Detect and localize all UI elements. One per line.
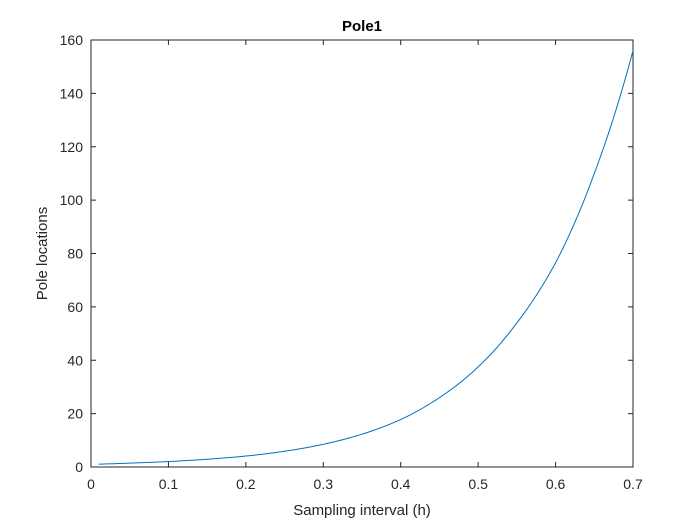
series-line: [98, 50, 634, 465]
y-tick-label: 100: [60, 192, 84, 208]
chart-title: Pole1: [342, 18, 382, 35]
x-tick-label: 0.1: [159, 476, 179, 492]
y-tick-label: 40: [67, 352, 83, 368]
x-tick-label: 0.6: [546, 476, 566, 492]
tick-labels: 0 0.1 0.2 0.3 0.4 0.5 0.6 0.7 0 20 40 60 80 100 120 140…: [60, 32, 643, 492]
y-tick-label: 120: [60, 139, 84, 155]
y-tick-label: 0: [75, 459, 83, 475]
x-tick-label: 0.2: [236, 476, 256, 492]
x-tick-label: 0.3: [314, 476, 334, 492]
x-tick-label: 0.7: [623, 476, 643, 492]
y-axis-label: Pole locations: [34, 207, 51, 300]
x-tick-label: 0: [87, 476, 95, 492]
x-tick-label: 0.4: [391, 476, 411, 492]
y-tick-label: 60: [67, 299, 83, 315]
y-tick-label: 160: [60, 32, 84, 48]
y-tick-label: 20: [67, 406, 83, 422]
axis-ticks: [90, 39, 634, 468]
x-tick-label: 0.5: [468, 476, 488, 492]
y-tick-label: 140: [60, 85, 84, 101]
x-axis-label: Sampling interval (h): [293, 502, 431, 519]
plot-area: [90, 39, 634, 468]
y-tick-label: 80: [67, 246, 83, 262]
